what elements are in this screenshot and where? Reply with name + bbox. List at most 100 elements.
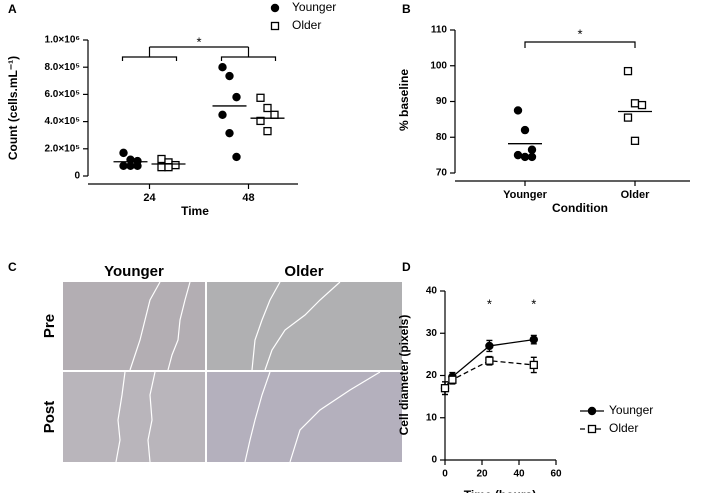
data-point <box>630 136 640 145</box>
data-point <box>218 110 227 120</box>
y-tick-label: 6.0×10⁵ <box>44 89 80 100</box>
wound-edge <box>129 281 161 371</box>
wound-edge <box>264 281 341 371</box>
panel-label: D <box>402 260 411 274</box>
x-tick-label: 60 <box>550 469 562 480</box>
significance: * <box>531 296 536 311</box>
y-tick-label: 8.0×10⁵ <box>44 62 80 73</box>
data-point <box>256 93 265 102</box>
image <box>207 372 402 462</box>
bracket <box>121 56 178 61</box>
data-point <box>527 152 537 162</box>
data-point <box>623 66 633 76</box>
image <box>63 372 205 462</box>
significance: * <box>577 26 582 41</box>
x-axis-title: Time (hours) <box>464 488 536 493</box>
data-point <box>520 125 530 135</box>
legend-label: Younger <box>609 403 653 417</box>
column-label: Younger <box>104 263 164 280</box>
data-point <box>637 100 647 110</box>
y-tick-label: 100 <box>430 60 447 71</box>
data-point <box>157 163 166 172</box>
panel-label: A <box>8 2 17 16</box>
x-tick-label: Older <box>621 189 650 201</box>
data-point <box>529 360 538 370</box>
legend-label: Younger <box>292 0 336 14</box>
data-point <box>440 384 450 393</box>
x-tick-label: 0 <box>442 469 448 480</box>
panel-label: B <box>402 2 411 16</box>
data-point <box>218 62 227 72</box>
wound-edge <box>251 281 281 371</box>
data-point <box>448 375 457 384</box>
data-point <box>119 161 128 170</box>
y-tick-label: 80 <box>436 132 448 143</box>
y-tick-label: 90 <box>436 96 448 107</box>
data-point <box>513 150 523 160</box>
data-point <box>225 128 234 138</box>
data-point <box>171 160 180 170</box>
y-axis-title: % baseline <box>397 69 411 131</box>
wound-edge <box>289 371 381 463</box>
data-point <box>485 356 494 365</box>
panel-c: C Younger Older Pre Post <box>8 260 402 463</box>
y-tick-label: 1.0×10⁶ <box>45 35 80 46</box>
data-point <box>513 106 523 115</box>
data-point <box>126 161 135 170</box>
wound-edge <box>147 371 156 463</box>
series-line <box>444 360 534 389</box>
data-point <box>164 163 173 172</box>
data-point <box>520 152 530 162</box>
y-tick-label: 110 <box>431 25 448 36</box>
data-point <box>529 335 539 344</box>
data-point <box>232 92 241 102</box>
data-point <box>485 341 494 351</box>
data-point <box>263 126 272 136</box>
y-axis-title: Count (cells.mL⁻¹) <box>6 56 20 160</box>
data-point <box>133 161 142 170</box>
data-point <box>119 148 128 158</box>
image <box>207 282 402 370</box>
x-tick-label: 24 <box>143 192 156 204</box>
y-tick-label: 10 <box>426 412 438 423</box>
data-point <box>256 116 265 126</box>
row-label: Pre <box>41 314 58 338</box>
y-tick-label: 40 <box>426 286 438 297</box>
legend-marker <box>270 21 280 31</box>
x-axis-title: Time <box>181 204 209 218</box>
data-point <box>623 113 633 122</box>
y-tick-label: 20 <box>426 370 438 381</box>
legend-marker <box>587 424 597 434</box>
data-point <box>232 152 241 162</box>
wound-edge <box>115 371 126 463</box>
legend-label: Older <box>609 421 638 435</box>
significance: * <box>196 34 201 49</box>
y-axis-title: Cell diameter (pixels) <box>397 315 411 436</box>
data-point <box>263 103 272 113</box>
column-label: Older <box>284 263 323 280</box>
wound-edge <box>167 281 191 371</box>
x-axis-title: Condition <box>552 201 608 215</box>
image <box>63 282 205 370</box>
x-tick-label: 20 <box>476 469 488 480</box>
significance: * <box>487 296 492 311</box>
legend-marker <box>270 3 280 13</box>
legend-marker <box>587 406 597 416</box>
panel-label: C <box>8 260 17 274</box>
bracket <box>220 56 277 61</box>
data-point <box>225 71 234 81</box>
bracket <box>524 41 636 48</box>
y-tick-label: 30 <box>426 328 438 339</box>
row-label: Post <box>41 401 58 434</box>
y-tick-label: 4.0×10⁵ <box>44 116 80 127</box>
y-tick-label: 70 <box>436 168 448 179</box>
y-tick-label: 0 <box>431 455 437 466</box>
x-tick-label: 40 <box>513 469 525 480</box>
data-point <box>527 145 537 154</box>
data-point <box>630 99 640 108</box>
data-point <box>270 110 279 119</box>
x-tick-label: Younger <box>503 189 548 201</box>
y-tick-label: 2.0×10⁵ <box>44 143 80 154</box>
x-tick-label: 48 <box>242 192 254 204</box>
